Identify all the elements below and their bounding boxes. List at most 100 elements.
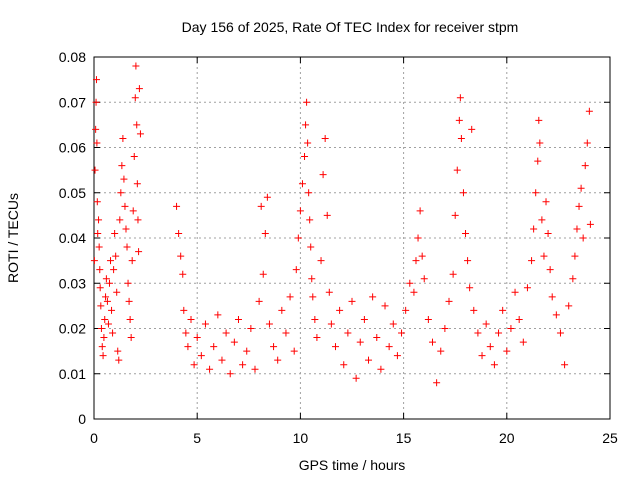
- data-point: [190, 361, 198, 369]
- data-point: [538, 216, 546, 224]
- data-point: [451, 211, 459, 219]
- data-point: [581, 162, 589, 170]
- data-point: [128, 257, 136, 265]
- data-point: [360, 315, 368, 323]
- data-point: [456, 94, 464, 102]
- data-point: [110, 266, 118, 274]
- data-point: [304, 139, 312, 147]
- data-point: [507, 325, 515, 332]
- data-point: [125, 297, 133, 305]
- data-point: [278, 306, 286, 314]
- data-point: [406, 279, 414, 287]
- data-point: [556, 329, 564, 337]
- data-point: [307, 243, 315, 251]
- data-point: [302, 121, 310, 129]
- y-tick-labels: 0 0.01 0.02 0.03 0.04 0.05 0.06 0.07 0.08: [59, 49, 86, 427]
- data-point: [103, 297, 111, 305]
- data-point: [530, 225, 538, 233]
- data-point: [453, 166, 461, 174]
- data-point: [416, 207, 424, 215]
- data-point: [577, 184, 585, 192]
- data-point: [210, 343, 218, 351]
- chart-title: Day 156 of 2025, Rate Of TEC Index for r…: [182, 19, 519, 35]
- data-point: [282, 329, 290, 337]
- x-axis-label: GPS time / hours: [299, 457, 406, 473]
- data-point: [270, 343, 278, 351]
- data-point: [586, 220, 594, 228]
- data-point: [136, 130, 144, 138]
- data-point: [99, 352, 107, 360]
- y-tick-label: 0.05: [59, 185, 86, 201]
- data-point: [179, 270, 187, 278]
- data-point: [296, 207, 304, 215]
- data-point: [261, 229, 269, 237]
- data-point: [123, 243, 131, 251]
- data-point: [565, 302, 573, 310]
- data-point: [490, 361, 498, 369]
- data-point: [180, 306, 188, 314]
- data-point: [573, 225, 581, 233]
- data-point: [119, 134, 127, 142]
- data-point: [528, 257, 536, 265]
- data-point: [96, 284, 104, 292]
- y-tick-label: 0.04: [59, 230, 86, 246]
- data-point: [523, 284, 531, 292]
- data-point: [389, 320, 397, 328]
- data-point: [474, 329, 482, 337]
- data-point: [344, 329, 352, 337]
- data-point: [122, 225, 130, 233]
- data-point: [561, 361, 569, 369]
- x-tick-labels: 0 5 10 15 20 25: [90, 430, 618, 446]
- data-point: [124, 279, 132, 287]
- data-point: [542, 198, 550, 206]
- data-point: [90, 257, 98, 265]
- data-point: [206, 365, 214, 373]
- data-point: [93, 139, 101, 147]
- data-point: [197, 352, 205, 360]
- data-point: [445, 297, 453, 305]
- data-point: [569, 275, 577, 283]
- y-tick-label: 0.07: [59, 94, 86, 110]
- data-point: [381, 302, 389, 310]
- x-tick-label: 25: [602, 430, 618, 446]
- data-point: [218, 356, 226, 364]
- data-point: [135, 85, 143, 93]
- data-point: [226, 370, 234, 378]
- data-point: [115, 356, 123, 364]
- data-point: [534, 157, 542, 165]
- data-point: [464, 257, 472, 265]
- data-point: [336, 306, 344, 314]
- data-point: [306, 216, 314, 224]
- data-point: [109, 329, 117, 337]
- data-point: [286, 293, 294, 301]
- y-tick-label: 0: [78, 411, 86, 427]
- data-point: [175, 229, 183, 237]
- data-point: [412, 257, 420, 265]
- data-point: [127, 334, 135, 342]
- data-point: [290, 347, 298, 355]
- data-point: [459, 189, 467, 197]
- x-tick-label: 20: [499, 430, 515, 446]
- data-point: [118, 162, 126, 170]
- data-point: [111, 229, 119, 237]
- data-point: [97, 325, 105, 332]
- data-point: [97, 302, 105, 310]
- data-point: [133, 121, 141, 129]
- data-point: [116, 216, 124, 224]
- data-point: [544, 229, 552, 237]
- data-point: [104, 320, 112, 328]
- data-point: [182, 329, 190, 337]
- data-point: [321, 134, 329, 142]
- data-point: [486, 343, 494, 351]
- data-point: [433, 379, 441, 387]
- data-point: [437, 347, 445, 355]
- data-point: [303, 98, 311, 106]
- data-point: [478, 352, 486, 360]
- data-point: [107, 257, 115, 265]
- data-point: [257, 202, 265, 210]
- data-point: [177, 252, 185, 260]
- data-point: [414, 234, 422, 242]
- data-point: [462, 229, 470, 237]
- y-tick-label: 0.03: [59, 275, 86, 291]
- data-points: [90, 62, 594, 387]
